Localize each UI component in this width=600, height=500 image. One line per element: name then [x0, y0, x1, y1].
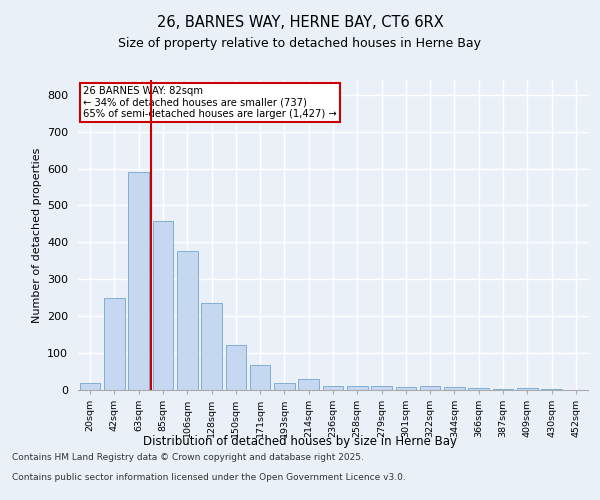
Text: Contains public sector information licensed under the Open Government Licence v3: Contains public sector information licen…: [12, 474, 406, 482]
Bar: [395, 387, 416, 390]
Bar: [420, 386, 440, 390]
Bar: [274, 382, 295, 390]
Bar: [201, 304, 222, 390]
Bar: [128, 172, 149, 390]
Bar: [226, 345, 246, 390]
Text: Size of property relative to detached houses in Herne Bay: Size of property relative to detached ho…: [119, 38, 482, 51]
Bar: [371, 386, 392, 390]
Text: Distribution of detached houses by size in Herne Bay: Distribution of detached houses by size …: [143, 435, 457, 448]
Bar: [250, 365, 271, 390]
Bar: [152, 222, 173, 390]
Bar: [444, 387, 465, 390]
Text: Contains HM Land Registry data © Crown copyright and database right 2025.: Contains HM Land Registry data © Crown c…: [12, 454, 364, 462]
Bar: [469, 388, 489, 390]
Bar: [517, 388, 538, 390]
Bar: [347, 386, 368, 390]
Bar: [493, 389, 514, 390]
Y-axis label: Number of detached properties: Number of detached properties: [32, 148, 41, 322]
Text: 26 BARNES WAY: 82sqm
← 34% of detached houses are smaller (737)
65% of semi-deta: 26 BARNES WAY: 82sqm ← 34% of detached h…: [83, 86, 337, 120]
Bar: [323, 386, 343, 390]
Text: 26, BARNES WAY, HERNE BAY, CT6 6RX: 26, BARNES WAY, HERNE BAY, CT6 6RX: [157, 15, 443, 30]
Bar: [80, 384, 100, 390]
Bar: [177, 250, 197, 390]
Bar: [104, 298, 125, 390]
Bar: [298, 379, 319, 390]
